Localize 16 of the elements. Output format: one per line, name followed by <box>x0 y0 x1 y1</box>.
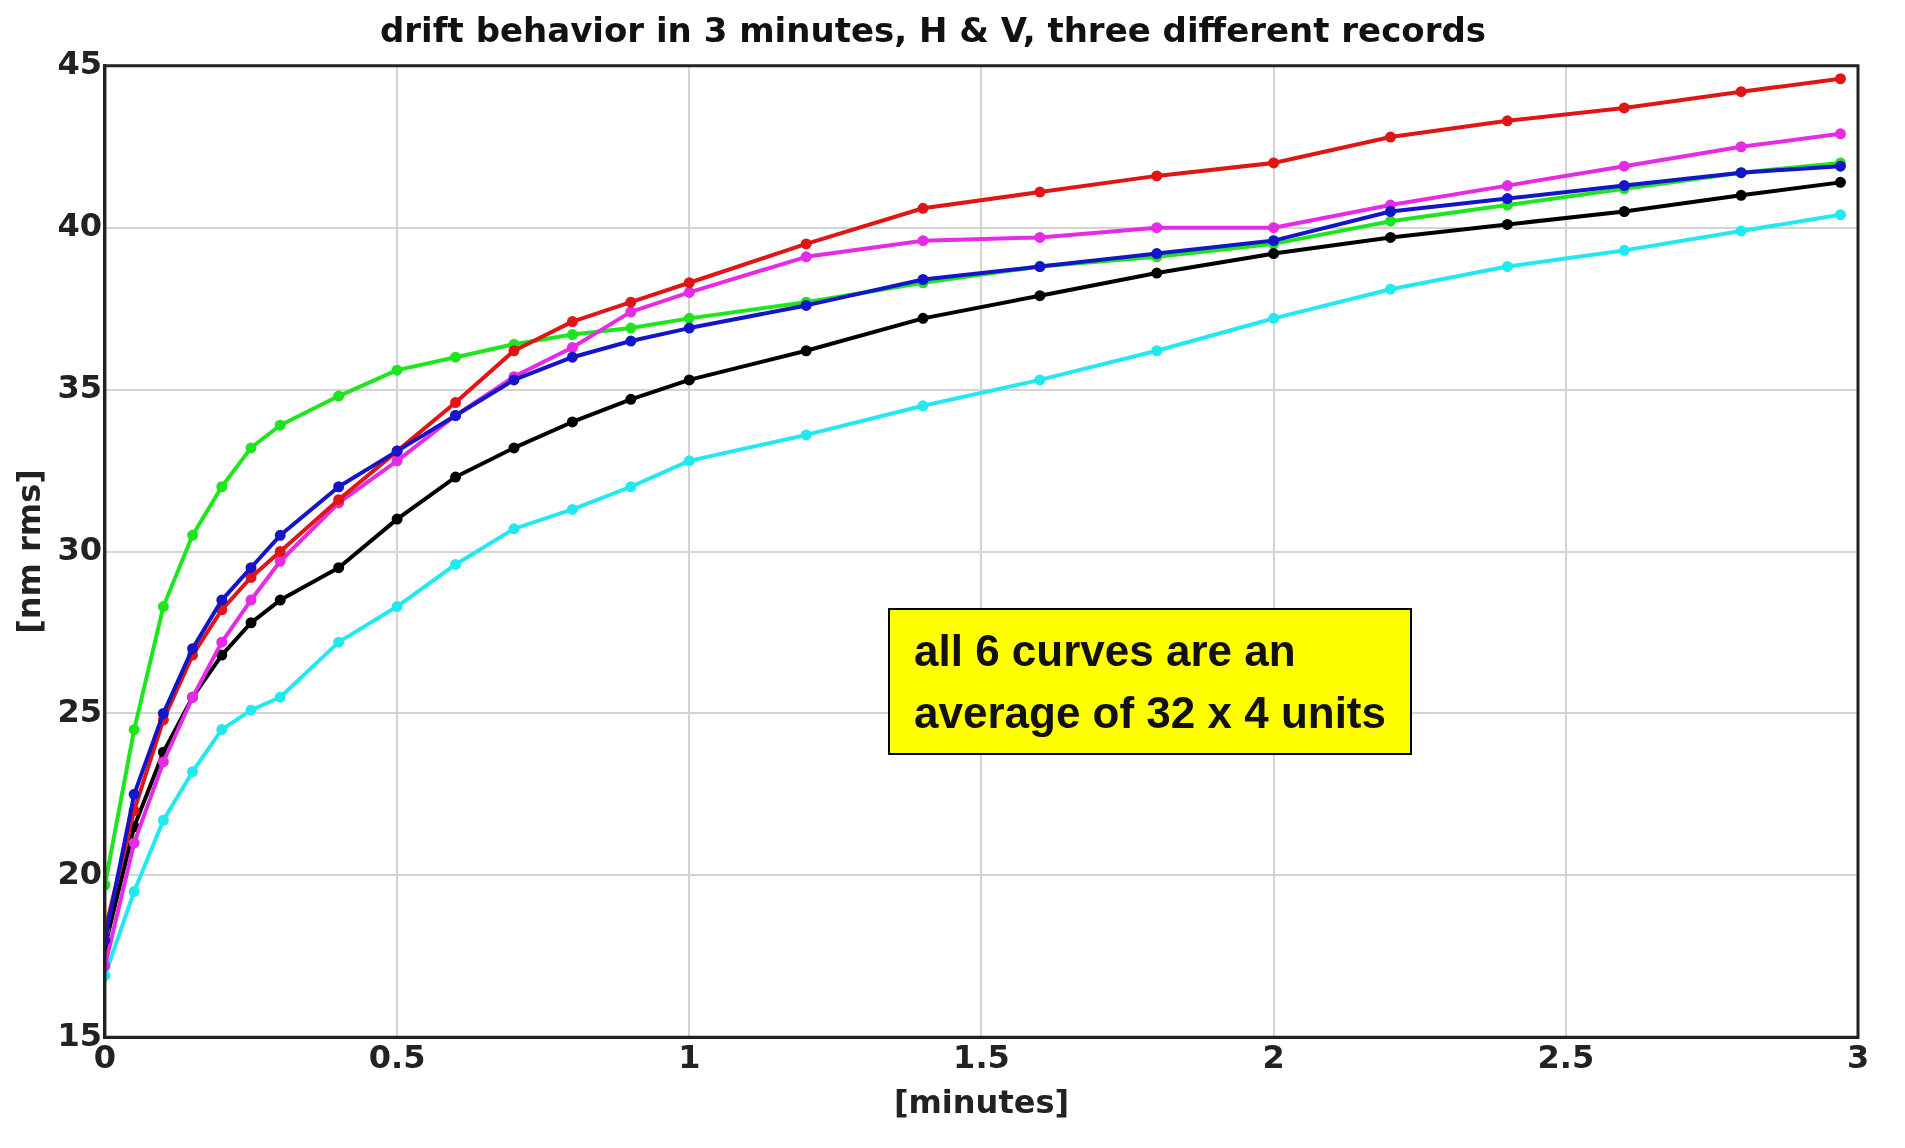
x-tick-label: 2 <box>1262 1037 1285 1076</box>
y-tick-label: 25 <box>57 691 102 730</box>
x-tick-label: 0.5 <box>368 1037 426 1076</box>
y-tick-label: 20 <box>57 853 102 892</box>
chart-title: drift behavior in 3 minutes, H & V, three different records <box>380 10 1486 51</box>
x-tick-label: 3 <box>1846 1037 1870 1076</box>
x-axis-title: [minutes] <box>893 1083 1070 1122</box>
y-tick-label: 40 <box>57 206 102 245</box>
annotation: all 6 curves are an average of 32 x 4 units <box>888 608 1412 756</box>
x-tick-label: 1 <box>678 1037 701 1076</box>
y-tick-label: 45 <box>57 44 102 83</box>
y-tick-label: 35 <box>57 367 102 406</box>
y-tick-label: 30 <box>57 529 102 568</box>
y-axis-title: [nm rms] <box>9 469 48 634</box>
x-tick-label: 1.5 <box>953 1037 1010 1076</box>
x-tick-label: 2.5 <box>1537 1037 1595 1076</box>
